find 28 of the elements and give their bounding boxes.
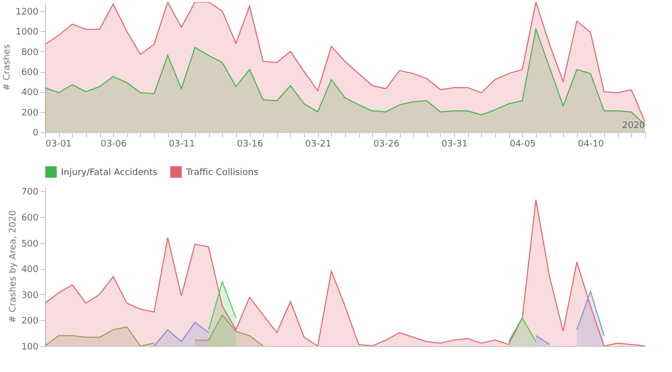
y-tick-label: 300 [21, 290, 39, 301]
y-tick-label: 1200 [16, 8, 39, 18]
y-tick-label: 400 [21, 88, 39, 98]
y-axis-title: # Crashes [2, 44, 13, 91]
y-axis-title: # Crashes by Area, 2020 [8, 210, 18, 323]
y-tick-label: 200 [21, 108, 39, 118]
y-tick-label: 100 [21, 342, 39, 352]
y-tick-label: 400 [21, 265, 39, 276]
x-tick-label: 04-05 [510, 140, 536, 150]
x-tick-label: 03-11 [168, 140, 195, 150]
legend-label: Injury/Fatal Accidents [61, 168, 158, 178]
y-tick-label: 500 [21, 239, 39, 250]
x-tick-label: 03-06 [100, 140, 128, 150]
y-tick-label: 1000 [16, 28, 39, 38]
y-tick-label: 600 [21, 213, 39, 224]
x-tick-label: 03-26 [373, 140, 400, 150]
annotation: 2020 [622, 121, 646, 131]
x-tick-label: 03-16 [236, 140, 264, 150]
legend-label: Traffic Collisions [185, 168, 259, 178]
y-tick-label: 600 [21, 68, 39, 78]
x-tick-label: 03-01 [46, 140, 72, 150]
y-tick-label: 200 [21, 316, 39, 327]
x-tick-label: 03-21 [305, 140, 332, 150]
x-tick-label: 03-31 [442, 140, 468, 150]
y-tick-label: 0 [32, 128, 39, 138]
y-tick-label: 700 [21, 188, 39, 198]
y-tick-label: 800 [21, 48, 39, 58]
x-tick-label: 04-10 [578, 140, 604, 150]
